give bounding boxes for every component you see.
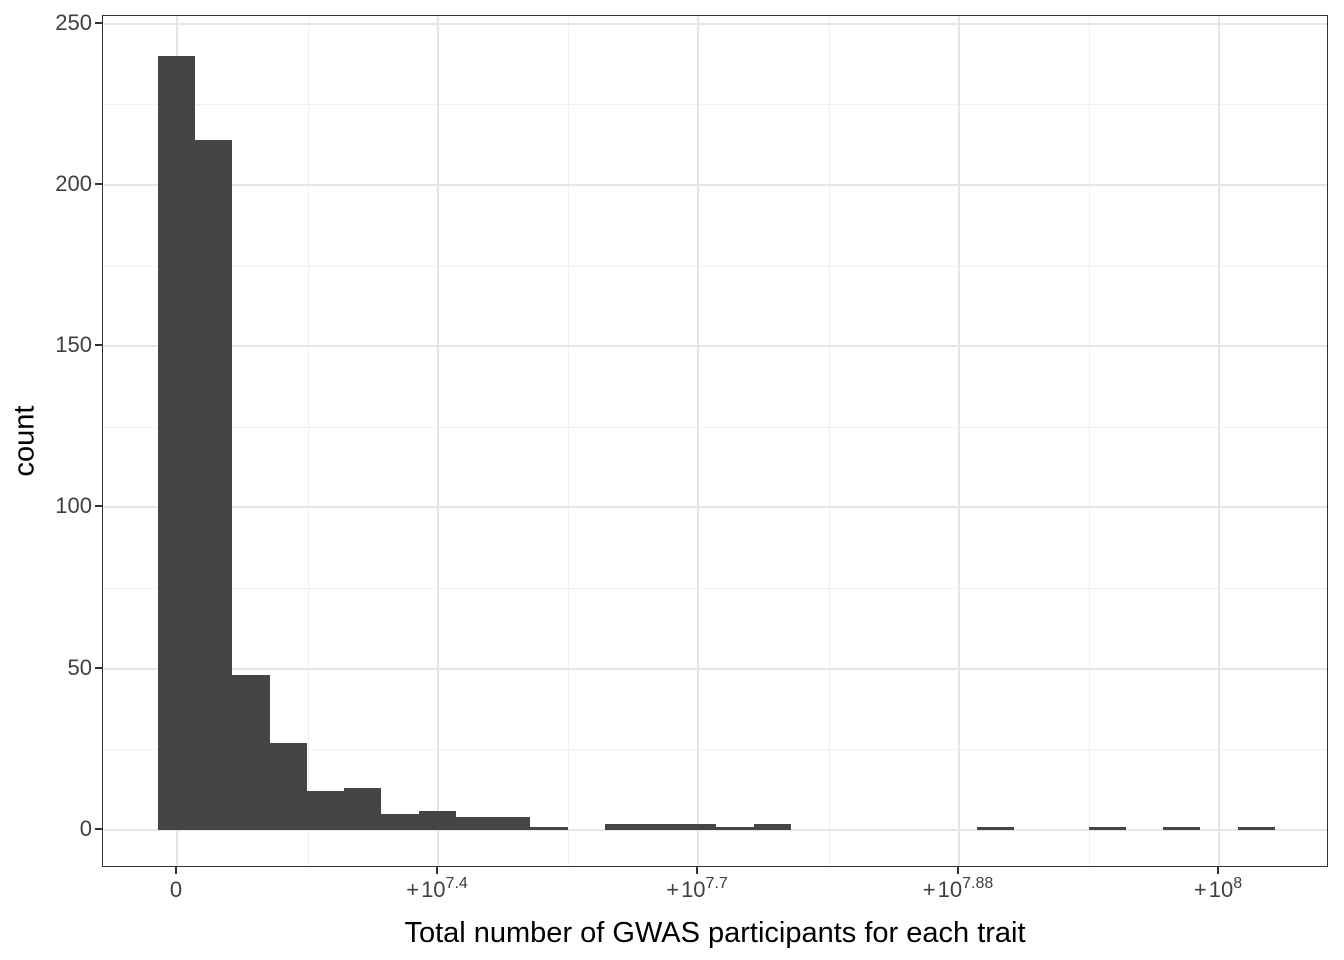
gridline-minor-vertical bbox=[307, 16, 309, 866]
histogram-bar bbox=[381, 813, 419, 830]
gridline-major-horizontal bbox=[103, 829, 1327, 831]
y-tick-label: 50 bbox=[67, 654, 92, 680]
histogram-bar bbox=[753, 823, 791, 830]
gridline-minor-horizontal bbox=[103, 426, 1327, 428]
y-axis-title: count bbox=[8, 405, 41, 477]
histogram-bar bbox=[530, 826, 568, 830]
plot-panel bbox=[102, 15, 1328, 867]
y-tick-label: 150 bbox=[55, 332, 92, 358]
gridline-major-horizontal bbox=[103, 667, 1327, 670]
gridline-minor-vertical bbox=[1089, 16, 1090, 866]
histogram-bar bbox=[1163, 826, 1201, 830]
y-axis-tick bbox=[95, 182, 102, 185]
gridline-minor-horizontal bbox=[103, 265, 1327, 267]
gridline-major-vertical bbox=[958, 16, 960, 866]
gridline-minor-horizontal bbox=[103, 749, 1327, 751]
x-tick-label: +107.7 bbox=[666, 874, 728, 902]
y-axis-tick bbox=[95, 505, 102, 508]
gridline-major-horizontal bbox=[103, 183, 1327, 186]
gridline-major-horizontal bbox=[103, 506, 1327, 509]
histogram-bar bbox=[418, 810, 456, 830]
y-tick-label: 250 bbox=[55, 9, 92, 35]
x-axis-tick bbox=[957, 867, 959, 874]
histogram-bar bbox=[679, 823, 717, 830]
y-axis-tick bbox=[95, 344, 102, 347]
histogram-bar bbox=[195, 139, 233, 830]
gridline-major-horizontal bbox=[103, 22, 1327, 25]
histogram-bar bbox=[158, 55, 196, 830]
y-tick-label: 200 bbox=[55, 170, 92, 196]
x-axis-tick bbox=[696, 867, 698, 874]
gridline-major-vertical bbox=[437, 16, 439, 866]
histogram-bar bbox=[977, 826, 1015, 830]
histogram-bar bbox=[269, 742, 307, 830]
histogram-bar bbox=[1088, 826, 1126, 830]
gridline-major-vertical bbox=[1218, 16, 1220, 866]
y-axis-tick bbox=[95, 828, 102, 830]
x-axis-tick bbox=[436, 867, 438, 874]
x-tick-label: +107.88 bbox=[922, 874, 994, 902]
histogram-bar bbox=[716, 826, 754, 830]
y-tick-label: 100 bbox=[55, 493, 92, 519]
histogram-bar bbox=[641, 823, 680, 830]
histogram-bar bbox=[493, 817, 531, 830]
gridline-major-vertical bbox=[697, 16, 699, 866]
histogram-bar bbox=[232, 675, 270, 830]
histogram-bar bbox=[455, 817, 494, 830]
gridline-minor-vertical bbox=[828, 16, 830, 866]
x-axis-tick bbox=[175, 867, 177, 874]
histogram-bar bbox=[344, 788, 382, 830]
gridline-minor-horizontal bbox=[103, 588, 1327, 590]
x-axis-tick bbox=[1217, 867, 1219, 874]
y-tick-label: 0 bbox=[79, 816, 92, 841]
x-tick-label: +108 bbox=[1193, 874, 1243, 902]
x-tick-label: +107.4 bbox=[406, 874, 468, 902]
y-axis-tick bbox=[95, 21, 102, 24]
x-tick-label: 0 bbox=[169, 877, 183, 902]
gridline-major-horizontal bbox=[103, 345, 1327, 348]
histogram-bar bbox=[306, 791, 345, 830]
histogram-bar bbox=[604, 823, 642, 830]
y-axis-tick bbox=[95, 666, 102, 669]
x-axis-title: Total number of GWAS participants for ea… bbox=[404, 917, 1026, 949]
histogram-bar bbox=[1237, 826, 1275, 830]
gridline-minor-vertical bbox=[568, 16, 569, 866]
gridline-minor-horizontal bbox=[103, 104, 1327, 106]
